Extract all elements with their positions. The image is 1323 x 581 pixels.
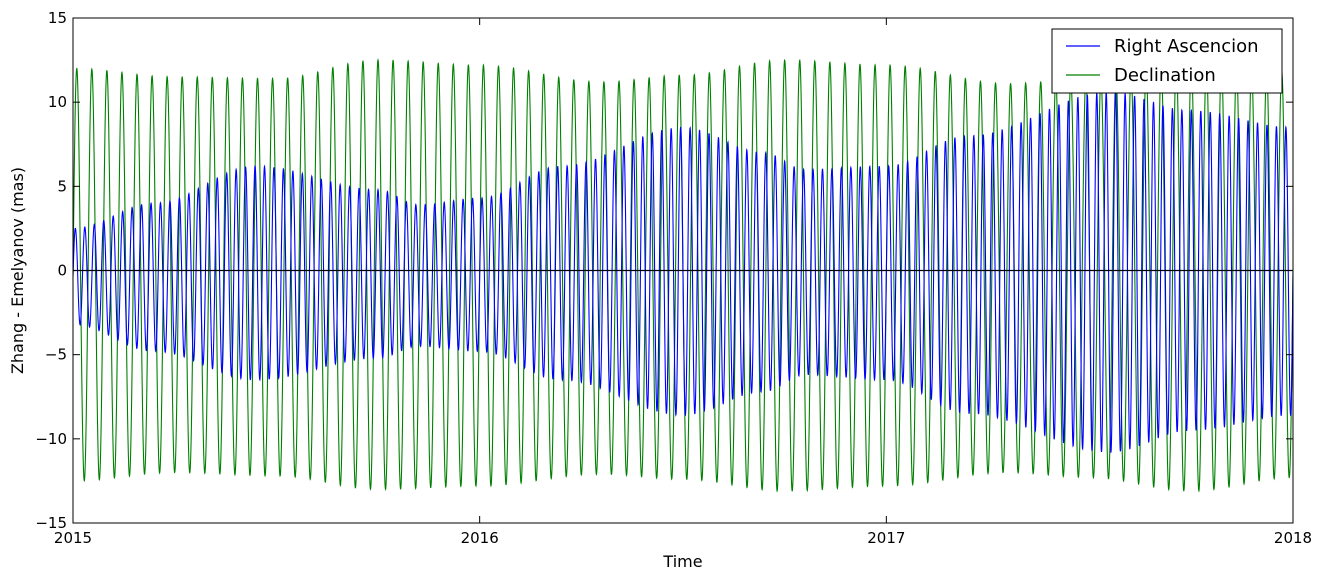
x-tick-label: 2016 — [461, 529, 499, 547]
y-tick-label: −5 — [45, 346, 67, 364]
legend: Right Ascencion Declination — [1051, 28, 1283, 94]
y-tick-label: 15 — [48, 9, 67, 27]
legend-label-right-ascencion: Right Ascencion — [1114, 36, 1259, 57]
axes: 2015 2016 2017 2018 15 10 5 0 −5 −10 −15 — [35, 9, 1312, 547]
x-tick-label: 2018 — [1274, 529, 1312, 547]
series-line-right-ascencion — [73, 91, 1293, 454]
legend-label-declination: Declination — [1114, 65, 1216, 86]
x-tick-label: 2015 — [54, 529, 92, 547]
y-tick-label: 5 — [57, 177, 67, 195]
y-tick-label: 10 — [48, 93, 67, 111]
y-axis-label: Zhang - Emelyanov (mas) — [8, 167, 27, 374]
x-axis-label: Time — [662, 552, 702, 571]
y-tick-label: 0 — [57, 262, 67, 280]
plot-area — [73, 58, 1293, 493]
y-tick-label: −10 — [35, 430, 67, 448]
x-tick-label: 2017 — [867, 529, 905, 547]
y-tick-label: −15 — [35, 514, 67, 532]
legend-box — [1051, 28, 1283, 94]
